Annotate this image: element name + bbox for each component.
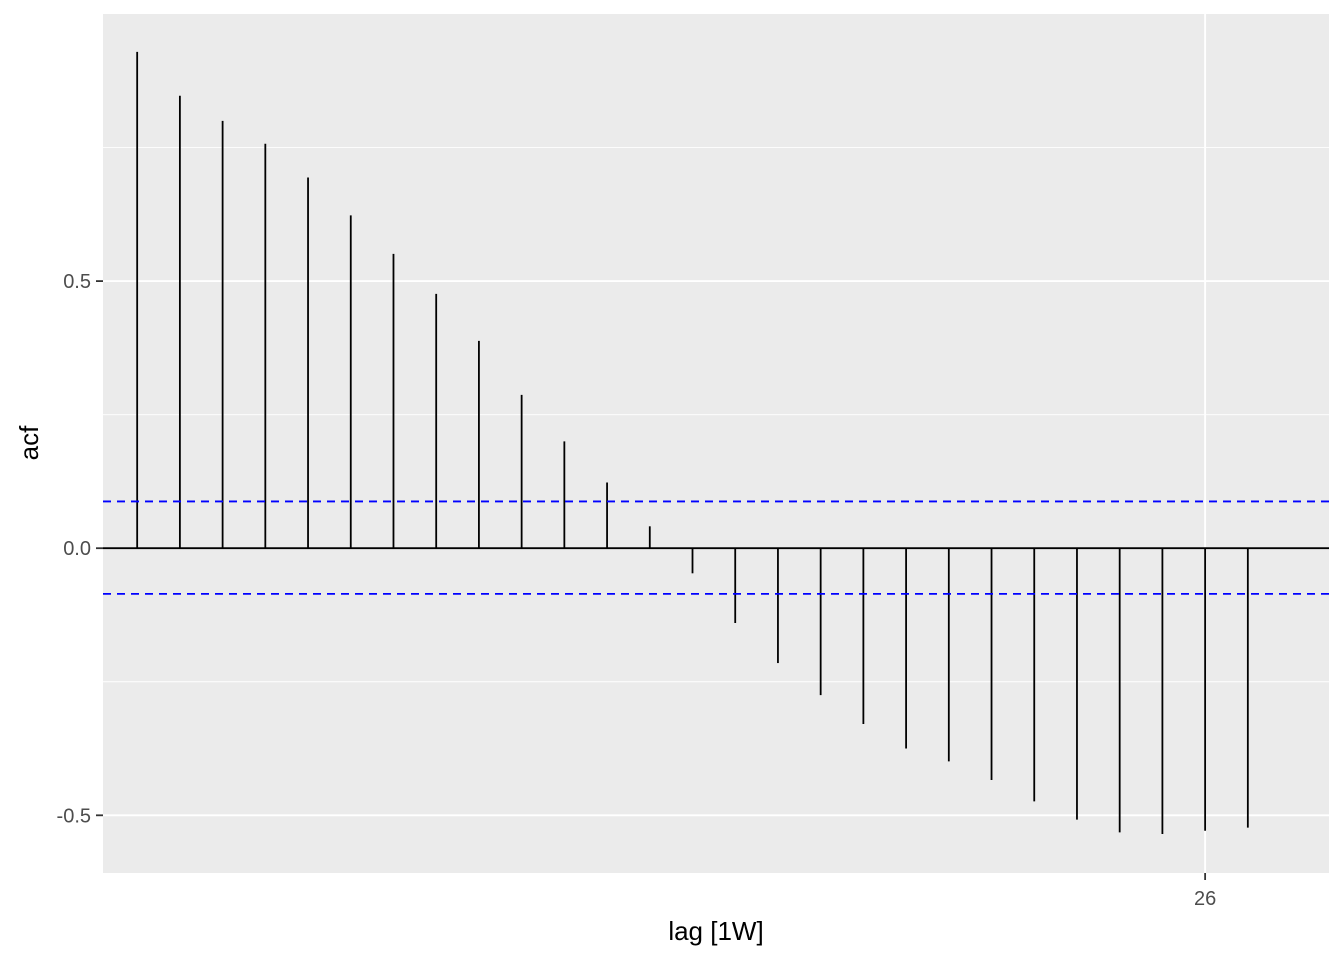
y-tick-label: -0.5 <box>57 805 91 827</box>
y-tick-label: 0.5 <box>63 271 91 293</box>
x-axis-title: lag [1W] <box>668 916 763 946</box>
acf-bars <box>136 51 1249 835</box>
x-tick-label: 26 <box>1194 888 1216 910</box>
y-tick-label: 0.0 <box>63 538 91 560</box>
y-axis-ticks: -0.5 0.0 0.5 <box>57 271 103 827</box>
x-axis-ticks: 26 <box>1194 873 1216 910</box>
y-axis-title: acf <box>14 425 44 460</box>
plot-panel <box>103 14 1329 873</box>
